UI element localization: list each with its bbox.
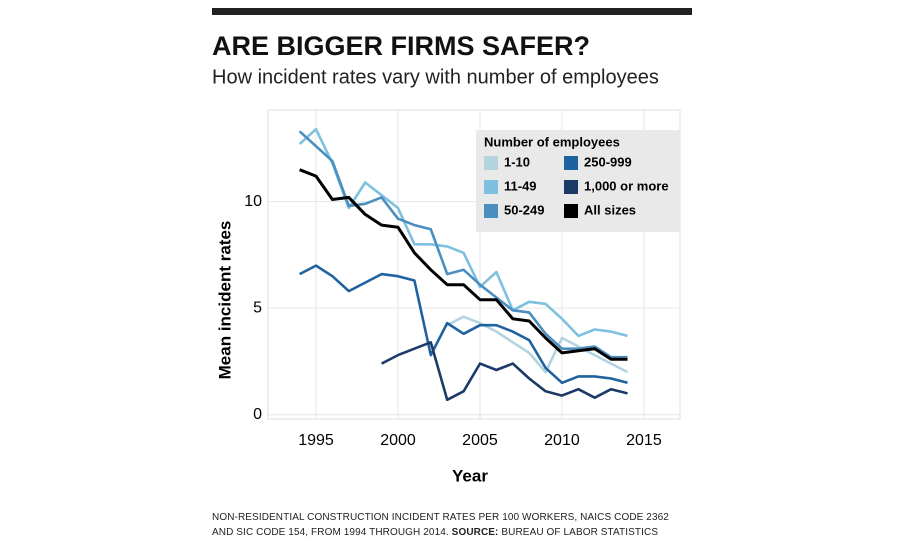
y-tick-label: 5 xyxy=(253,299,262,316)
legend-swatch xyxy=(484,180,498,194)
chart-title: ARE BIGGER FIRMS SAFER? xyxy=(212,31,590,61)
footnote: NON-RESIDENTIAL CONSTRUCTION INCIDENT RA… xyxy=(212,510,692,540)
chart-subtitle: How incident rates vary with number of e… xyxy=(212,66,659,88)
y-axis-title: Mean incident rates xyxy=(215,221,234,380)
source-label: SOURCE: xyxy=(451,527,499,538)
series-line xyxy=(298,127,628,338)
x-tick-label: 2000 xyxy=(380,432,416,449)
legend-title: Number of employees xyxy=(484,134,620,149)
x-tick-label: 2005 xyxy=(462,432,498,449)
legend-label: All sizes xyxy=(584,202,636,217)
legend-label: 50-249 xyxy=(504,202,544,217)
series-line xyxy=(381,341,628,402)
legend-swatch xyxy=(564,204,578,218)
legend-swatch xyxy=(484,156,498,170)
source-text: BUREAU OF LABOR STATISTICS xyxy=(501,527,659,538)
x-tick-label: 2015 xyxy=(626,432,662,449)
legend-label: 1,000 or more xyxy=(584,178,669,193)
x-tick-label: 2010 xyxy=(544,432,580,449)
series-line xyxy=(299,168,628,361)
legend-label: 1-10 xyxy=(504,154,530,169)
legend-label: 11-49 xyxy=(504,178,537,193)
series-line xyxy=(446,315,629,374)
legend-swatch xyxy=(564,180,578,194)
legend-swatch xyxy=(484,204,498,218)
x-axis-title: Year xyxy=(452,466,488,485)
y-tick-label: 0 xyxy=(253,406,262,423)
legend-label: 250-999 xyxy=(584,154,632,169)
footnote-text: NON-RESIDENTIAL CONSTRUCTION INCIDENT RA… xyxy=(212,512,669,538)
top-bar xyxy=(212,8,692,15)
x-tick-label: 1995 xyxy=(298,432,334,449)
chart: ARE BIGGER FIRMS SAFER? How incident rat… xyxy=(212,8,692,485)
legend-swatch xyxy=(564,156,578,170)
series-line xyxy=(299,264,628,385)
y-tick-label: 10 xyxy=(244,193,262,210)
